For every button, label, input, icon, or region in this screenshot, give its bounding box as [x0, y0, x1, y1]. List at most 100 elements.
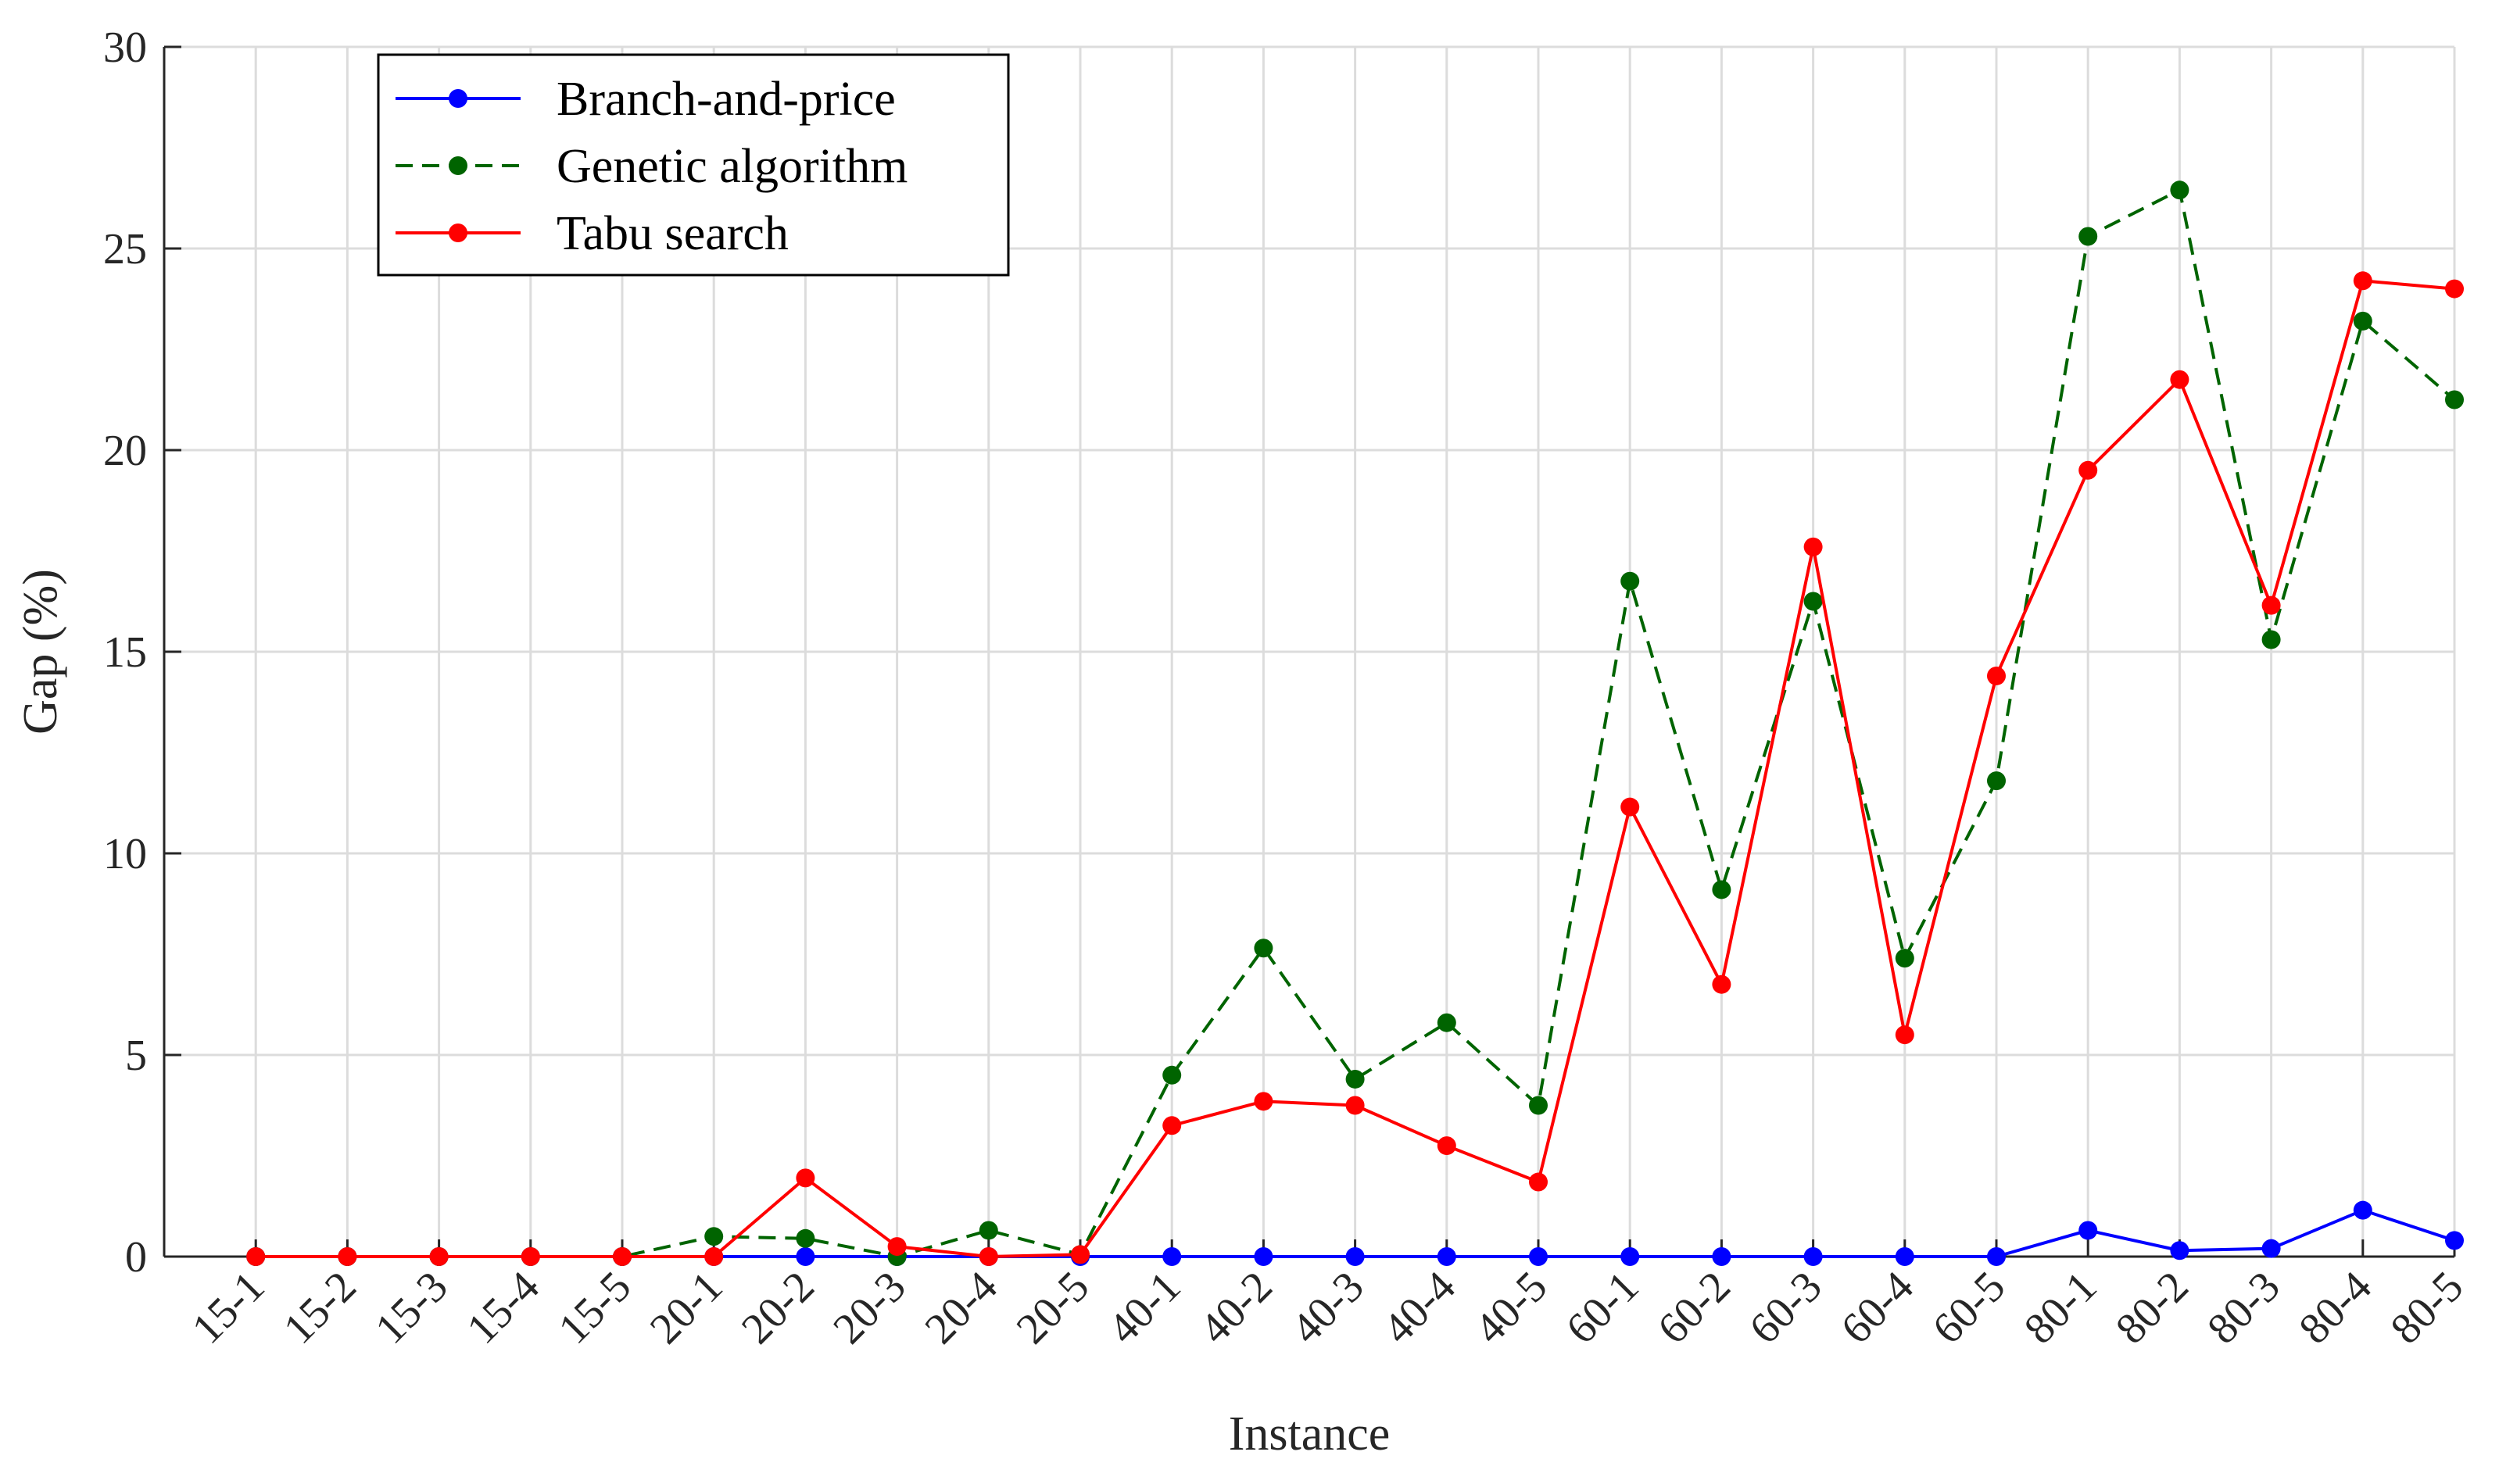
x-tick-label: 60-5	[1924, 1262, 2014, 1353]
data-point	[2261, 630, 2281, 649]
data-point	[1162, 1247, 1182, 1266]
x-tick-label: 20-4	[916, 1262, 1007, 1353]
data-point	[1529, 1172, 1548, 1192]
data-point	[1712, 880, 1731, 899]
data-point	[1803, 592, 1823, 611]
data-point	[2170, 370, 2189, 389]
x-tick-label: 20-3	[824, 1262, 915, 1353]
data-point	[338, 1247, 357, 1266]
x-axis-title: Instance	[1229, 1407, 1391, 1461]
data-point	[521, 1247, 540, 1266]
x-tick-label: 80-3	[2198, 1262, 2289, 1353]
data-point	[1529, 1247, 1548, 1266]
data-point	[429, 1247, 449, 1266]
series-layer	[246, 181, 2464, 1266]
data-point	[1895, 1025, 1914, 1045]
y-axis-title: Gap (%)	[14, 569, 67, 735]
legend-marker	[449, 223, 467, 242]
x-tick-label: 40-4	[1374, 1262, 1465, 1353]
x-tick-label: 60-2	[1649, 1262, 1739, 1353]
data-point	[796, 1247, 815, 1266]
data-point	[2078, 227, 2098, 246]
data-point	[1345, 1096, 1365, 1115]
x-tick-label: 20-2	[732, 1262, 823, 1353]
y-tick-label: 30	[103, 23, 147, 72]
legend-label: Tabu search	[557, 207, 789, 260]
data-point	[1437, 1136, 1456, 1156]
legend-marker	[449, 89, 467, 108]
y-tick-label: 10	[103, 830, 147, 878]
data-point	[1987, 771, 2006, 791]
x-tick-label: 40-3	[1282, 1262, 1373, 1353]
data-point	[2170, 1241, 2189, 1261]
data-point	[1071, 1245, 1090, 1264]
data-point	[1987, 1247, 2006, 1266]
data-point	[2353, 1200, 2372, 1220]
x-tick-label: 15-2	[274, 1262, 365, 1353]
x-tick-label: 80-5	[2382, 1262, 2472, 1353]
data-point	[1895, 949, 1914, 968]
data-point	[2078, 460, 2098, 480]
data-point	[1895, 1247, 1914, 1266]
data-point	[1437, 1013, 1456, 1032]
data-point	[2353, 271, 2372, 291]
data-point	[1712, 1247, 1731, 1266]
data-point	[2170, 181, 2189, 200]
data-point	[2261, 595, 2281, 615]
x-tick-label: 40-2	[1190, 1262, 1281, 1353]
data-point	[2078, 1221, 2098, 1240]
data-point	[1620, 1247, 1640, 1266]
x-tick-label: 40-5	[1466, 1262, 1556, 1353]
data-point	[704, 1227, 724, 1246]
data-point	[1345, 1247, 1365, 1266]
data-point	[1620, 571, 1640, 591]
data-point	[1437, 1247, 1456, 1266]
data-point	[979, 1221, 998, 1240]
series-2	[246, 271, 2464, 1266]
y-tick-label: 5	[125, 1032, 147, 1080]
x-tick-label: 15-5	[550, 1262, 640, 1353]
data-point	[2353, 311, 2372, 331]
data-point	[2445, 390, 2464, 409]
data-point	[979, 1247, 998, 1266]
x-tick-label: 20-5	[1008, 1262, 1098, 1353]
data-point	[246, 1247, 266, 1266]
x-tick-label: 15-1	[183, 1262, 274, 1353]
data-point	[1529, 1096, 1548, 1115]
legend-label: Branch-and-price	[557, 73, 896, 126]
y-tick-label: 0	[125, 1233, 147, 1282]
data-point	[1345, 1069, 1365, 1089]
data-point	[1803, 537, 1823, 556]
x-tick-label: 60-3	[1740, 1262, 1831, 1353]
x-tick-label: 80-1	[2015, 1262, 2106, 1353]
x-tick-label: 15-3	[366, 1262, 456, 1353]
legend-label: Genetic algorithm	[557, 140, 908, 193]
data-point	[796, 1168, 815, 1188]
x-tick-label: 20-1	[641, 1262, 732, 1353]
y-tick-label: 15	[103, 628, 147, 677]
data-point	[2445, 279, 2464, 299]
data-point	[1254, 939, 1273, 958]
x-tick-label: 40-1	[1099, 1262, 1190, 1353]
legend-marker	[449, 156, 467, 175]
data-point	[1254, 1092, 1273, 1111]
data-point	[1254, 1247, 1273, 1266]
data-point	[1162, 1116, 1182, 1135]
x-tick-label: 15-4	[458, 1262, 549, 1353]
data-point	[2445, 1231, 2464, 1250]
data-point	[1987, 666, 2006, 685]
data-point	[704, 1247, 724, 1266]
data-point	[887, 1237, 907, 1257]
data-point	[796, 1228, 815, 1248]
legend: Branch-and-price Genetic algorithm Tabu se…	[377, 53, 1010, 277]
data-point	[1803, 1247, 1823, 1266]
data-point	[1712, 974, 1731, 994]
x-tick-label: 80-2	[2107, 1262, 2197, 1353]
x-tick-label: 60-1	[1557, 1262, 1648, 1353]
x-tick-label: 80-4	[2290, 1262, 2381, 1353]
y-tick-label: 25	[103, 225, 147, 274]
data-point	[1162, 1065, 1182, 1085]
data-point	[2261, 1239, 2281, 1258]
y-tick-label: 20	[103, 427, 147, 475]
